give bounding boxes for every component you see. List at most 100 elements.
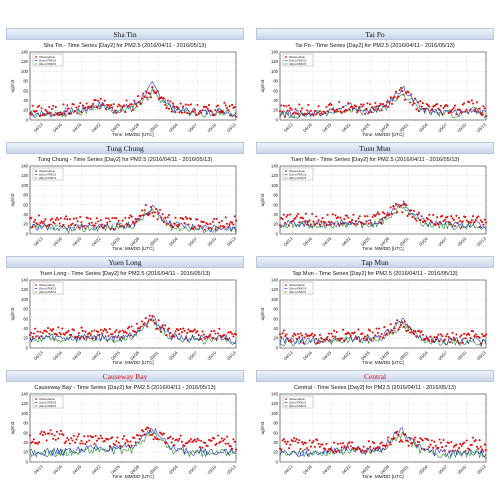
observation-point [478, 336, 481, 339]
x-tick-label: 04/25 [110, 122, 121, 133]
observation-point [57, 326, 60, 329]
x-tick-label: 04/28 [379, 350, 390, 361]
observation-point [48, 223, 51, 226]
observation-point [447, 441, 450, 445]
observation-point [432, 340, 435, 343]
observation-point [196, 103, 199, 107]
observation-point [472, 330, 475, 333]
observation-point [443, 449, 446, 452]
observation-point [148, 92, 151, 95]
time-series-chart: Tuen Mun - Time Series [Day2] for PM2.5 … [260, 157, 487, 251]
legend-entry: (1km) PM2.5 [289, 287, 307, 291]
observation-point [41, 434, 44, 437]
observation-point [446, 215, 449, 218]
x-tick-label: 05/04 [168, 350, 179, 361]
observation-point [40, 430, 43, 433]
observation-point [48, 432, 51, 435]
observation-point [336, 110, 339, 113]
observation-point [36, 330, 39, 333]
y-tick-label: 80 [23, 421, 28, 426]
observation-point [37, 441, 41, 444]
observation-point [225, 435, 229, 438]
station-panel: Tai Po Tai Po - Time Series [Day2] for PM… [256, 28, 494, 138]
observation-point [153, 211, 156, 214]
observation-point [448, 111, 451, 114]
observation-point [110, 103, 113, 107]
observation-point [430, 221, 433, 224]
observation-point [313, 334, 316, 337]
observation-point [193, 108, 196, 111]
observation-point [77, 332, 80, 335]
observation-point [305, 223, 309, 226]
observation-point [71, 439, 74, 442]
observation-point [369, 103, 372, 106]
observation-point [434, 338, 437, 341]
legend-entry: Observation [39, 55, 56, 59]
y-tick-label: 120 [271, 173, 279, 178]
observation-point [424, 107, 427, 110]
observation-point [384, 104, 387, 107]
observation-point [206, 107, 209, 110]
observation-point [481, 113, 484, 116]
legend: Observation(1km) PM2.5(3km) PM2.5 [282, 53, 314, 67]
observation-point [367, 440, 370, 443]
observation-point [445, 444, 448, 448]
y-tick-label: 80 [273, 307, 278, 312]
x-tick-label: 04/13 [33, 464, 44, 475]
y-tick-label: 0 [276, 459, 279, 464]
observation-point [156, 218, 159, 221]
observation-point [369, 329, 372, 332]
observation-point [30, 113, 33, 116]
x-tick-label: 05/10 [206, 350, 217, 361]
observation-point [108, 327, 111, 331]
observation-point [316, 222, 319, 225]
observation-point [68, 218, 71, 221]
observation-point [117, 219, 120, 222]
observation-point [119, 104, 122, 107]
observation-point [67, 329, 70, 332]
observation-point [278, 224, 282, 227]
observation-point [469, 336, 472, 339]
observation-point [475, 101, 479, 104]
observation-point [37, 214, 41, 217]
observation-point [477, 447, 480, 450]
legend-marker [285, 56, 287, 58]
x-tick-label: 04/13 [33, 122, 44, 133]
observation-point [394, 322, 397, 325]
observation-point [312, 335, 315, 338]
observation-point [152, 438, 155, 441]
observation-point [34, 327, 37, 330]
observation-point [143, 95, 146, 98]
legend-entry: (1km) PM2.5 [39, 59, 57, 63]
observation-point [99, 434, 102, 437]
observation-point [483, 334, 486, 338]
observation-point [209, 222, 212, 225]
series-line [279, 199, 487, 230]
observation-point [39, 330, 42, 333]
observation-point [214, 332, 217, 335]
observation-point [34, 218, 37, 221]
observation-point [326, 213, 329, 216]
observation-point [309, 334, 312, 337]
observation-point [410, 93, 413, 96]
observation-point [482, 223, 485, 226]
observation-point [227, 225, 230, 228]
observation-point [227, 442, 230, 445]
observation-point [139, 434, 142, 437]
observation-point [37, 337, 41, 340]
observation-point [101, 223, 104, 226]
observation-point [43, 113, 46, 116]
observation-point [378, 447, 381, 450]
observation-point [135, 220, 138, 223]
observation-point [438, 340, 441, 343]
observation-point [367, 222, 370, 225]
observation-point [196, 330, 199, 333]
observation-point [153, 435, 156, 439]
observation-point [428, 339, 431, 342]
observation-point [331, 213, 334, 216]
y-tick-label: 0 [26, 345, 29, 350]
observation-point [28, 434, 32, 437]
observation-point [329, 223, 332, 226]
observation-point [90, 330, 93, 333]
observation-point [234, 219, 238, 222]
